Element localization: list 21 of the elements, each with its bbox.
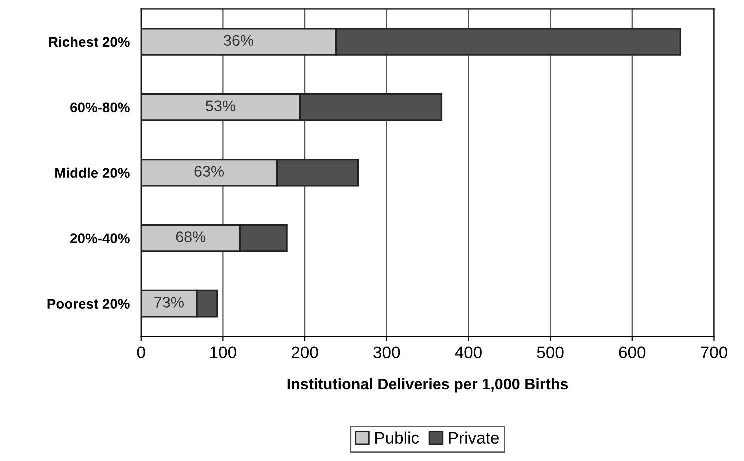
x-tick-label: 500 xyxy=(537,346,564,358)
x-tick-label: 400 xyxy=(455,346,482,358)
y-tick-label: Middle 20% xyxy=(56,168,130,178)
x-axis-title: Institutional Deliveries per 1,000 Births xyxy=(288,378,568,393)
y-tick-label: 20%-40% xyxy=(70,234,130,244)
legend-label: Private xyxy=(449,432,500,444)
x-tick-label: 100 xyxy=(210,346,236,358)
y-tick-label: Poorest 20% xyxy=(48,299,130,309)
x-tick-label: 0 xyxy=(137,346,146,358)
x-tick-label: 600 xyxy=(619,346,646,358)
legend-label: Public xyxy=(376,432,420,444)
x-tick-label: 300 xyxy=(374,346,400,358)
y-tick-label: 60%-80% xyxy=(70,102,130,113)
annotation: 68% xyxy=(176,232,206,242)
annotation: 73% xyxy=(154,297,184,308)
annotation: 36% xyxy=(224,35,254,46)
x-tick-label: 700 xyxy=(701,346,728,358)
annotation: 63% xyxy=(194,166,224,177)
y-tick-label: Richest 20% xyxy=(49,36,130,48)
x-tick-label: 200 xyxy=(292,346,318,358)
annotation: 53% xyxy=(206,100,236,112)
